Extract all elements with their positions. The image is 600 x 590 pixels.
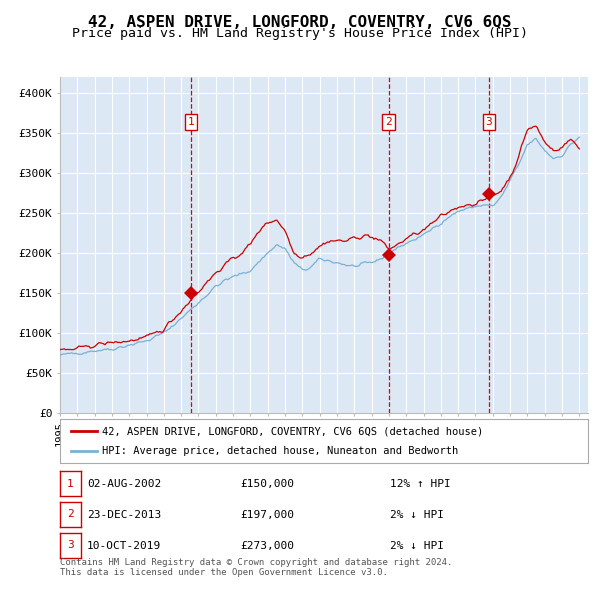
Text: 10-OCT-2019: 10-OCT-2019 [87, 541, 161, 550]
Text: £197,000: £197,000 [240, 510, 294, 520]
Text: 2% ↓ HPI: 2% ↓ HPI [390, 510, 444, 520]
Text: 02-AUG-2002: 02-AUG-2002 [87, 480, 161, 489]
Text: 23-DEC-2013: 23-DEC-2013 [87, 510, 161, 520]
Text: 2: 2 [385, 117, 392, 127]
Text: 2% ↓ HPI: 2% ↓ HPI [390, 541, 444, 550]
Text: 12% ↑ HPI: 12% ↑ HPI [390, 480, 451, 489]
Text: Price paid vs. HM Land Registry's House Price Index (HPI): Price paid vs. HM Land Registry's House … [72, 27, 528, 40]
Text: 2: 2 [67, 510, 74, 519]
Text: 1: 1 [188, 117, 194, 127]
Text: £150,000: £150,000 [240, 480, 294, 489]
Text: £273,000: £273,000 [240, 541, 294, 550]
Text: 42, ASPEN DRIVE, LONGFORD, COVENTRY, CV6 6QS: 42, ASPEN DRIVE, LONGFORD, COVENTRY, CV6… [88, 15, 512, 30]
Text: 3: 3 [485, 117, 493, 127]
Text: HPI: Average price, detached house, Nuneaton and Bedworth: HPI: Average price, detached house, Nune… [102, 446, 458, 455]
Text: Contains HM Land Registry data © Crown copyright and database right 2024.
This d: Contains HM Land Registry data © Crown c… [60, 558, 452, 577]
Text: 42, ASPEN DRIVE, LONGFORD, COVENTRY, CV6 6QS (detached house): 42, ASPEN DRIVE, LONGFORD, COVENTRY, CV6… [102, 427, 484, 436]
Text: 3: 3 [67, 540, 74, 550]
Text: 1: 1 [67, 479, 74, 489]
